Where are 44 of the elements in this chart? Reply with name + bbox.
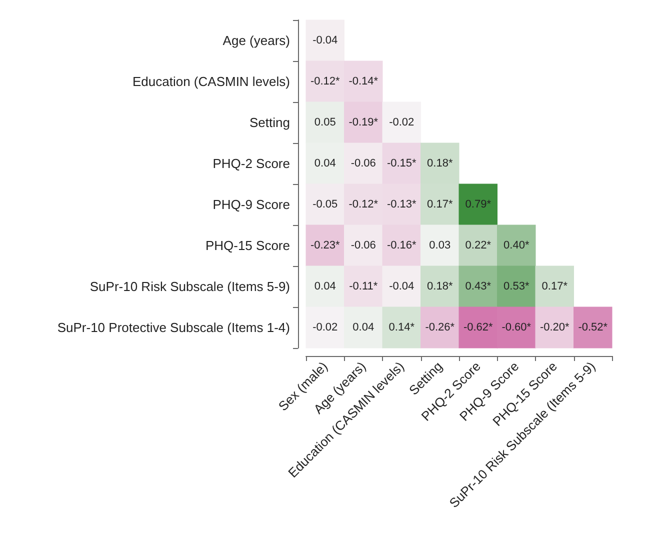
data-label: -0.02 <box>312 322 338 334</box>
data-label: 0.14* <box>388 322 416 334</box>
data-label: 0.17* <box>427 198 454 210</box>
data-label: 0.05 <box>314 116 336 128</box>
data-label: -0.26* <box>425 322 456 334</box>
data-label: 0.40* <box>504 240 530 252</box>
data-label: -0.04 <box>389 280 414 292</box>
data-label: 0.53* <box>504 280 530 292</box>
data-label: 0.18* <box>427 280 454 292</box>
y-tick-label: PHQ-9 Score <box>212 197 290 212</box>
data-label: -0.14* <box>348 76 379 88</box>
data-label: -0.60* <box>502 322 532 334</box>
y-tick-label: SuPr-10 Protective Subscale (Items 1-4) <box>57 320 290 335</box>
data-label: -0.62* <box>463 322 494 334</box>
y-tick-label: SuPr-10 Risk Subscale (Items 5-9) <box>90 279 290 294</box>
data-label: -0.05 <box>312 198 338 210</box>
y-tick-label: Setting <box>250 115 290 130</box>
data-label: 0.03 <box>429 240 451 252</box>
data-label: -0.20* <box>540 322 570 334</box>
data-label: 0.04 <box>314 280 336 292</box>
data-label: 0.04 <box>314 158 336 170</box>
data-label: -0.12* <box>348 198 379 210</box>
data-label: -0.13* <box>386 198 418 210</box>
data-label: -0.06 <box>350 158 376 170</box>
data-label: 0.18* <box>427 158 454 170</box>
data-label: 0.22* <box>465 240 492 252</box>
data-label: 0.43* <box>465 280 492 292</box>
data-label: 0.04 <box>352 322 374 334</box>
y-tick-label: Education (CASMIN levels) <box>132 74 290 89</box>
data-label: -0.23* <box>310 240 341 252</box>
data-label: -0.12* <box>310 76 341 88</box>
data-label: -0.02 <box>389 116 414 128</box>
data-label: -0.19* <box>348 116 379 128</box>
data-label: -0.11* <box>349 280 378 292</box>
data-label: -0.16* <box>386 240 418 252</box>
data-label: -0.04 <box>312 34 338 46</box>
y-tick-label: Age (years) <box>222 33 290 48</box>
data-label: -0.06 <box>350 240 376 252</box>
data-label: -0.52* <box>578 322 608 334</box>
y-tick-label: PHQ-2 Score <box>212 156 290 171</box>
data-label: 0.79* <box>465 198 492 210</box>
y-tick-label: PHQ-15 Score <box>205 238 290 253</box>
data-label: 0.17* <box>542 280 568 292</box>
data-label: -0.15* <box>386 158 418 170</box>
